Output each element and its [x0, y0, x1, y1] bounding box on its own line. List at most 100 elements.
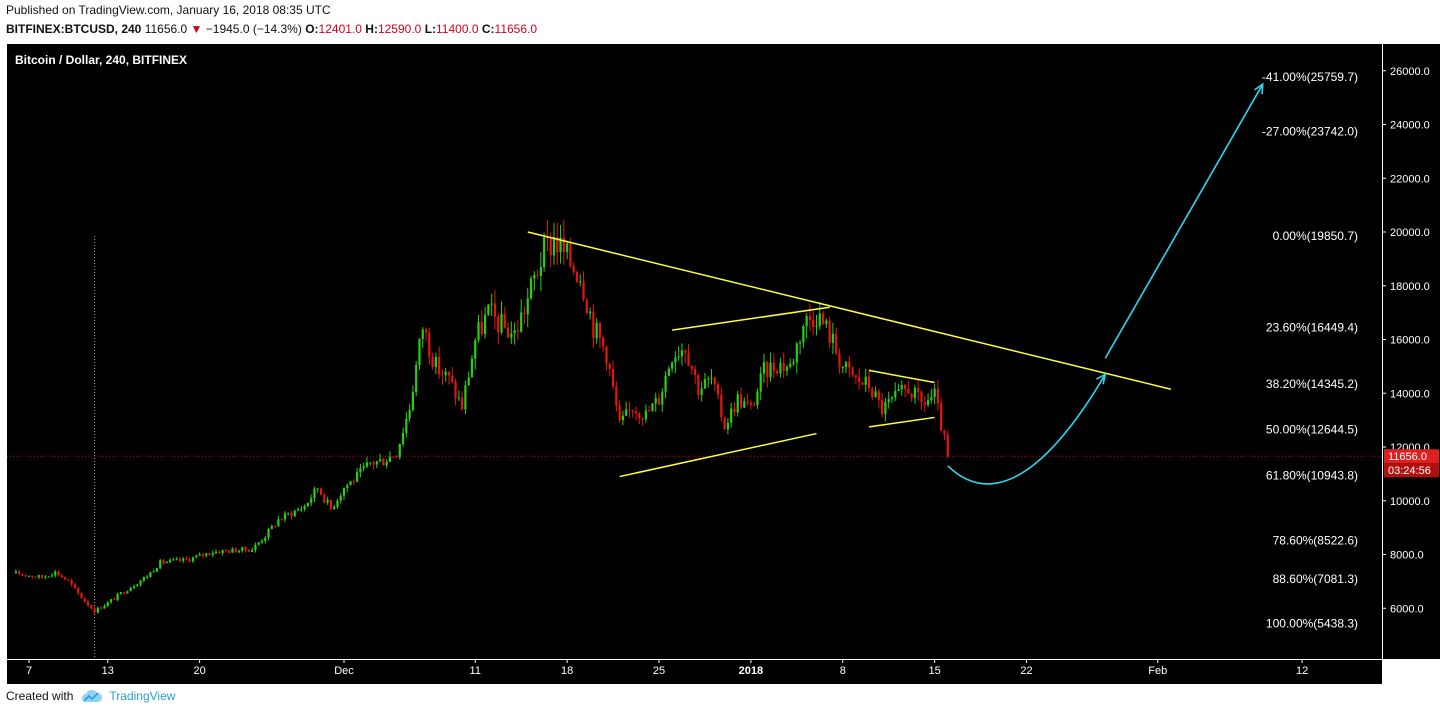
- candle-down: [424, 329, 428, 333]
- candle-up: [359, 468, 362, 473]
- candle-down: [923, 402, 926, 406]
- candle-down: [234, 548, 237, 553]
- candle-up: [411, 392, 415, 410]
- candle-up: [677, 356, 680, 358]
- published-line: Published on TradingView.com, January 16…: [6, 3, 331, 17]
- candle-up: [47, 576, 50, 578]
- countdown-badge: [1384, 463, 1439, 478]
- candle-up: [257, 542, 260, 545]
- open-value: 12401.0: [318, 22, 362, 36]
- candle-down: [943, 430, 946, 435]
- candle-up: [365, 462, 369, 467]
- candle-up: [96, 607, 100, 613]
- candle-down: [871, 388, 874, 398]
- candle-down: [572, 265, 575, 272]
- candle-down: [861, 382, 864, 385]
- candle-up: [198, 554, 201, 556]
- candle-up: [54, 571, 57, 576]
- fib-level-label: 100.00%(5438.3): [1266, 616, 1358, 630]
- candles-group: [14, 219, 949, 614]
- candle-up: [165, 561, 168, 564]
- candle-up: [129, 588, 132, 592]
- candle-up: [789, 363, 792, 367]
- candle-up: [421, 329, 424, 339]
- candle-up: [146, 576, 149, 578]
- candle-down: [716, 384, 720, 395]
- open-label: O:: [305, 22, 319, 36]
- candle-down: [67, 579, 70, 581]
- candle-up: [815, 326, 818, 328]
- created-with-label: Created with: [6, 689, 74, 703]
- candle-up: [27, 575, 31, 577]
- y-tick-label: 18000.0: [1390, 281, 1430, 293]
- candle-up: [926, 400, 930, 406]
- price-axis-background: [1382, 44, 1440, 659]
- x-tick-label: 20: [194, 665, 206, 677]
- symbol-label[interactable]: BITFINEX:BTCUSD, 240: [6, 22, 142, 36]
- candle-up: [730, 408, 733, 423]
- price-chart[interactable]: Bitcoin / Dollar, 240, BITFINEX 6000.0 800…: [7, 44, 1440, 684]
- candle-down: [323, 494, 326, 503]
- candle-up: [769, 362, 772, 378]
- candle-down: [687, 352, 690, 366]
- candle-down: [188, 559, 191, 562]
- candle-down: [454, 381, 457, 398]
- tradingview-brand[interactable]: TradingView: [109, 689, 176, 703]
- candle-up: [405, 418, 408, 433]
- candle-down: [178, 558, 182, 561]
- candle-down: [516, 330, 520, 332]
- candle-up: [520, 312, 523, 332]
- candle-down: [18, 571, 21, 575]
- candle-down: [592, 311, 595, 339]
- candle-down: [57, 571, 60, 576]
- fib-level-label: 88.60%(7081.3): [1273, 572, 1358, 586]
- candle-up: [401, 432, 405, 444]
- candle-down: [480, 322, 483, 335]
- candle-up: [195, 555, 198, 558]
- candle-up: [664, 375, 667, 392]
- low-label: L:: [424, 22, 437, 36]
- candle-up: [152, 571, 155, 573]
- candle-up: [205, 553, 208, 556]
- candle-up: [237, 550, 241, 553]
- y-tick-label: 24000.0: [1390, 120, 1430, 132]
- y-tick-label: 16000.0: [1390, 335, 1430, 347]
- candle-down: [733, 408, 736, 413]
- candle-down: [746, 401, 749, 403]
- symbol-line: BITFINEX:BTCUSD, 240 11656.0 ▼ −1945.0 (…: [6, 22, 537, 36]
- candle-up: [539, 267, 542, 276]
- trendline: [868, 369, 935, 384]
- candle-down: [638, 413, 641, 419]
- candle-down: [451, 375, 454, 382]
- candle-down: [123, 592, 126, 594]
- candle-down: [497, 316, 500, 333]
- candle-up: [241, 547, 244, 551]
- projection-arrow-line: [1104, 83, 1264, 359]
- x-tick-label: Feb: [1148, 665, 1167, 677]
- candle-up: [211, 553, 214, 555]
- y-tick-label: 10000.0: [1390, 496, 1430, 508]
- candle-up: [890, 397, 894, 399]
- y-tick-label: 8000.0: [1390, 550, 1424, 562]
- chart-area[interactable]: Bitcoin / Dollar, 240, BITFINEX 6000.0 800…: [7, 44, 1440, 684]
- candle-up: [894, 390, 897, 398]
- candle-down: [83, 598, 86, 602]
- candle-down: [575, 271, 579, 282]
- candle-down: [41, 575, 44, 578]
- candle-up: [349, 481, 352, 486]
- close-label: C:: [481, 22, 495, 36]
- candle-up: [651, 403, 654, 411]
- candle-down: [858, 377, 861, 383]
- candle-up: [621, 415, 625, 421]
- candle-up: [106, 602, 109, 607]
- candle-up: [277, 519, 280, 526]
- candle-down: [113, 599, 116, 601]
- candle-down: [280, 519, 283, 521]
- candle-up: [339, 495, 342, 501]
- candle-up: [283, 513, 287, 520]
- candle-down: [549, 238, 552, 256]
- candle-down: [808, 316, 812, 320]
- candle-up: [533, 275, 536, 279]
- footer: Created with TradingView: [6, 689, 175, 703]
- candle-down: [776, 371, 779, 374]
